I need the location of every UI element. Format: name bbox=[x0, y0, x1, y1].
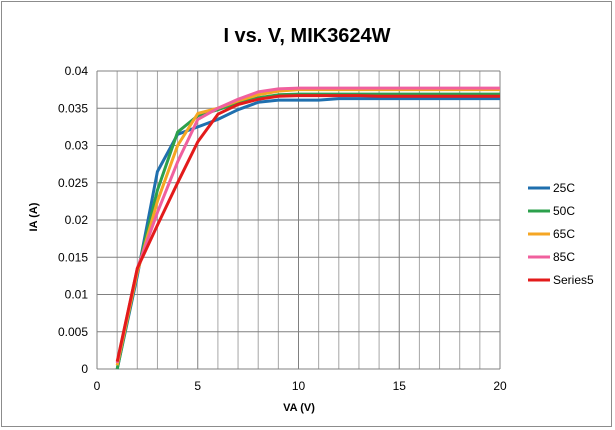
legend-label-25c: 25C bbox=[553, 181, 575, 195]
y-axis-title: IA (A) bbox=[28, 202, 40, 231]
y-tick-label: 0 bbox=[81, 362, 88, 376]
y-tick-label: 0.02 bbox=[65, 213, 89, 227]
y-tick-label: 0.04 bbox=[65, 64, 89, 78]
x-axis-title: VA (V) bbox=[283, 402, 315, 414]
x-tick-label: 20 bbox=[493, 379, 507, 393]
y-tick-label: 0.03 bbox=[65, 139, 89, 153]
x-tick-label: 10 bbox=[292, 379, 306, 393]
series-line-25c bbox=[115, 97, 500, 370]
y-tick-label: 0.025 bbox=[58, 176, 88, 190]
x-tick-label: 5 bbox=[194, 379, 201, 393]
y-tick-label: 0.005 bbox=[58, 325, 88, 339]
y-tick-label: 0.01 bbox=[65, 288, 89, 302]
series-line-series5 bbox=[115, 94, 500, 362]
y-tick-label: 0.015 bbox=[58, 250, 88, 264]
chart-title: I vs. V, MIK3624W bbox=[223, 25, 390, 47]
y-tick-label: 0.035 bbox=[58, 101, 88, 115]
legend-label-85c: 85C bbox=[553, 250, 575, 264]
series-line-65c bbox=[115, 88, 500, 366]
x-tick-label: 15 bbox=[393, 379, 407, 393]
legend-label-series5: Series5 bbox=[553, 273, 594, 287]
x-tick-label: 0 bbox=[94, 379, 101, 393]
legend-label-65c: 65C bbox=[553, 227, 575, 241]
series-line-50c bbox=[115, 92, 500, 370]
legend-label-50c: 50C bbox=[553, 204, 575, 218]
series-line-85c bbox=[115, 86, 500, 364]
